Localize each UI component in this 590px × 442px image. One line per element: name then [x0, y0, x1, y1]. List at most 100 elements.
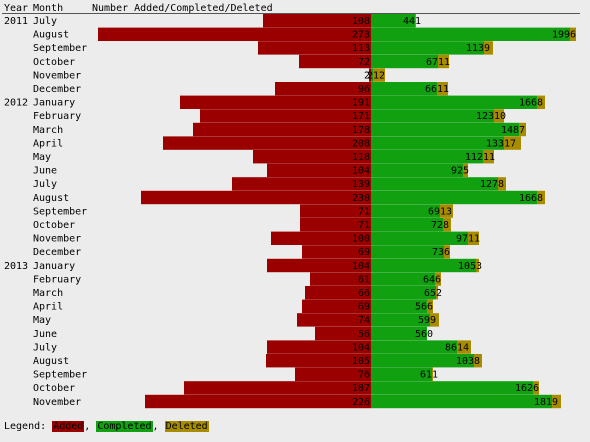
deleted-value-label: 8 [498, 179, 504, 190]
deleted-value-label: 6 [570, 30, 576, 41]
completed-bar [371, 381, 533, 395]
deleted-bar [437, 82, 448, 96]
completed-value-label: 112 [465, 152, 483, 163]
legend-sep-2: , [152, 421, 165, 432]
deleted-bar [483, 150, 494, 164]
legend: Legend: Added, Completed, Deleted [4, 420, 209, 434]
added-bar [305, 286, 371, 300]
month-label: April [33, 138, 63, 149]
added-bar [302, 299, 371, 313]
deleted-bar [484, 41, 493, 55]
header-series: Number Added/Completed/Deleted [92, 3, 273, 14]
completed-bar [371, 394, 552, 409]
legend-sep-1: , [84, 421, 97, 432]
completed-bar [371, 231, 468, 245]
deleted-bar [504, 136, 521, 150]
added-value-label: 66 [358, 288, 370, 299]
year-label: 2012 [4, 98, 28, 109]
completed-value-label: 103 [456, 356, 474, 367]
deleted-value-label: 6 [533, 383, 539, 394]
completed-bar [371, 41, 484, 55]
completed-bar [371, 150, 483, 164]
deleted-value-label: 14 [457, 342, 469, 353]
deleted-bar [474, 354, 482, 368]
completed-value-label: 133 [486, 138, 504, 149]
deleted-bar [435, 272, 441, 286]
month-label: February [33, 111, 81, 122]
added-value-label: 230 [352, 193, 370, 204]
added-bar [141, 190, 371, 205]
deleted-value-label: 11 [438, 57, 450, 68]
deleted-value-label: 8 [537, 193, 543, 204]
completed-bar [371, 190, 537, 205]
completed-bar [371, 204, 440, 218]
deleted-value-label: 6 [427, 302, 433, 313]
month-label: September [33, 43, 87, 54]
month-label: March [33, 125, 63, 136]
deleted-value-label: 12 [373, 70, 385, 81]
added-bar [369, 68, 371, 82]
added-bar [315, 326, 371, 341]
added-bar [267, 163, 371, 177]
added-bar [184, 381, 371, 395]
added-bar [297, 313, 371, 327]
month-label: November [33, 70, 81, 81]
added-bar [200, 109, 371, 123]
deleted-value-label: 1 [432, 370, 438, 381]
month-label: August [33, 356, 69, 367]
deleted-value-label: 3 [476, 261, 482, 272]
completed-value-label: 148 [501, 125, 519, 136]
added-bar [310, 272, 371, 286]
month-label: October [33, 383, 75, 394]
added-value-label: 96 [358, 84, 370, 95]
deleted-value-label: 9 [430, 315, 436, 326]
completed-bar [371, 313, 430, 327]
month-label: October [33, 57, 75, 68]
added-bar [145, 394, 371, 409]
header-month: Month [33, 3, 63, 14]
added-bar [267, 258, 371, 273]
completed-value-label: 69 [428, 206, 440, 217]
completed-bar [371, 177, 498, 191]
added-bar [295, 367, 371, 381]
deleted-bar [415, 14, 416, 28]
month-label: October [33, 220, 75, 231]
month-label: May [33, 315, 51, 326]
deleted-bar [438, 54, 449, 69]
deleted-bar [476, 258, 479, 273]
deleted-value-label: 7 [519, 125, 525, 136]
completed-value-label: 181 [534, 397, 552, 408]
deleted-bar [552, 394, 561, 409]
completed-value-label: 162 [515, 383, 533, 394]
added-value-label: 76 [358, 370, 370, 381]
month-label: June [33, 166, 57, 177]
completed-value-label: 44 [403, 16, 415, 27]
deleted-bar [537, 190, 545, 205]
added-value-label: 208 [352, 138, 370, 149]
month-label: March [33, 288, 63, 299]
added-value-label: 69 [358, 247, 370, 258]
added-value-label: 104 [352, 261, 370, 272]
added-value-label: 2 [364, 70, 370, 81]
month-label: January [33, 98, 75, 109]
deleted-value-label: 13 [440, 206, 452, 217]
completed-bar [371, 258, 476, 273]
completed-bar [371, 82, 437, 96]
deleted-value-label: 6 [435, 274, 441, 285]
deleted-value-label: 8 [537, 98, 543, 109]
added-completed-deleted-chart: Year Month Number Added/Completed/Delete… [2, 3, 580, 409]
deleted-bar [498, 177, 506, 191]
added-bar [300, 204, 371, 218]
completed-bar [371, 95, 537, 109]
deleted-bar [533, 381, 539, 395]
deleted-bar [427, 299, 433, 313]
deleted-bar [373, 68, 385, 82]
added-bar [258, 41, 371, 55]
deleted-value-label: 11 [468, 234, 480, 245]
deleted-bar [443, 218, 451, 232]
added-value-label: 113 [352, 43, 370, 54]
deleted-value-label: 9 [552, 397, 558, 408]
added-value-label: 187 [352, 383, 370, 394]
